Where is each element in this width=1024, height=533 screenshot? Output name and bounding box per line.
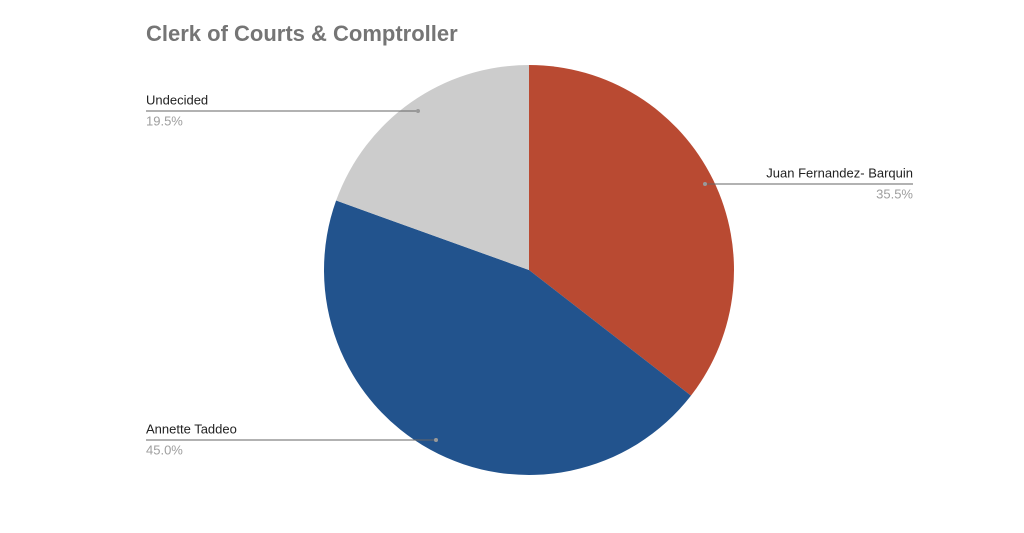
slice-value-label: 35.5% <box>876 186 913 201</box>
slice-label: Annette Taddeo <box>146 421 237 436</box>
slice-value-label: 19.5% <box>146 113 183 128</box>
pie-slice <box>324 200 691 475</box>
slice-label: Undecided <box>146 92 208 107</box>
pie-slice <box>529 65 734 396</box>
leader-dot <box>703 182 707 186</box>
slice-label: Juan Fernandez- Barquin <box>766 165 913 180</box>
leader-dot <box>434 438 438 442</box>
leader-dot <box>416 109 420 113</box>
chart-title: Clerk of Courts & Comptroller <box>146 21 458 46</box>
pie-slice <box>336 64 529 270</box>
slice-value-label: 45.0% <box>146 442 183 457</box>
